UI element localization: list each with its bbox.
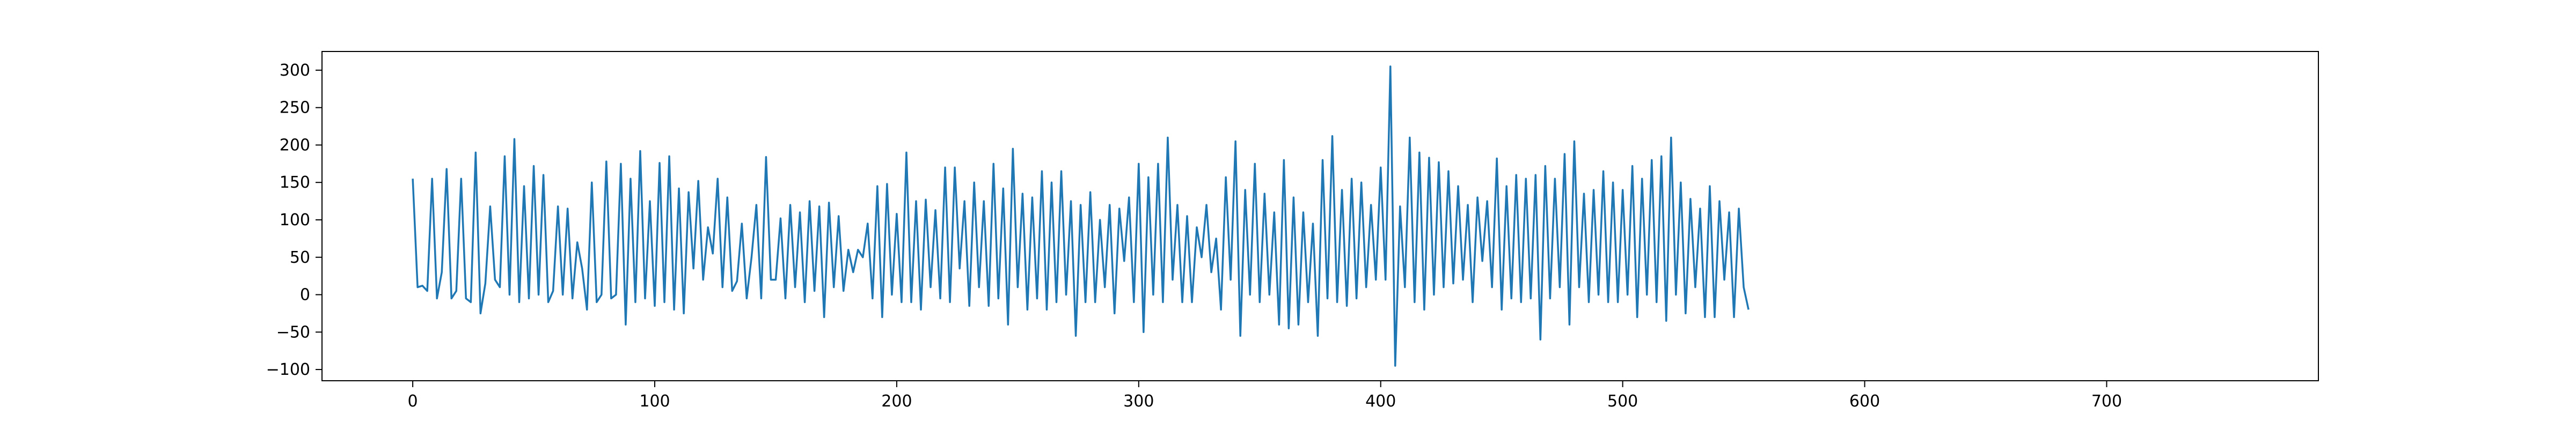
y-tick-label: 250 xyxy=(280,99,310,117)
y-tick-label: −50 xyxy=(276,323,310,342)
x-tick-label: 700 xyxy=(2091,392,2122,411)
axes: 0 100 200 300 400 500 600 700 −100 −50 0 50 100 150 20… xyxy=(266,51,2319,411)
x-tick-label: 500 xyxy=(1607,392,1638,411)
x-tick-label: 600 xyxy=(1849,392,1880,411)
series-layer xyxy=(412,65,1750,367)
y-tick-label: 200 xyxy=(280,136,310,154)
axes-frame xyxy=(321,51,2319,381)
x-tick-label: 0 xyxy=(408,392,418,411)
x-tick-label: 100 xyxy=(639,392,670,411)
x-tick-label: 200 xyxy=(881,392,912,411)
series-line-0 xyxy=(412,65,1750,367)
y-tick-label: 100 xyxy=(280,211,310,230)
x-tick-label: 300 xyxy=(1123,392,1154,411)
y-tick-label: 150 xyxy=(280,173,310,192)
y-tick-label: −100 xyxy=(266,360,310,379)
y-tick-label: 50 xyxy=(290,248,310,267)
y-tick-label: 300 xyxy=(280,61,310,80)
x-tick-label: 400 xyxy=(1365,392,1396,411)
y-tick-label: 0 xyxy=(300,286,310,305)
